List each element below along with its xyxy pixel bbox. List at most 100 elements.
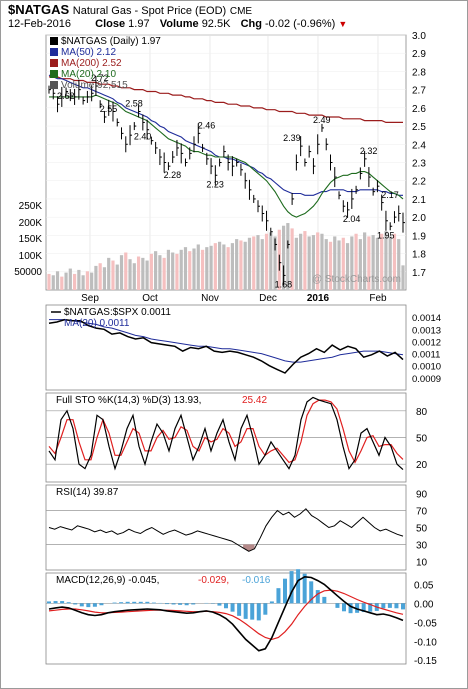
volume-bar-82 <box>397 239 401 290</box>
sto-legend-d: 25.42 <box>242 395 267 406</box>
volume-bar-2 <box>55 271 60 290</box>
volume-bar-36 <box>200 249 205 290</box>
volume-bar-79 <box>384 231 388 290</box>
volume-tick-label-2: 150K <box>19 234 43 245</box>
x-tick-label-0: Sep <box>81 293 99 304</box>
macd-histogram-bar-54 <box>401 603 405 610</box>
macd-histogram-bar-22 <box>191 603 196 605</box>
ratio-ma20-line <box>49 319 404 363</box>
macd-histogram-bar-16 <box>151 602 156 604</box>
volume-bar-62 <box>311 235 316 290</box>
volume-label: Volume <box>159 18 199 30</box>
volume-bar-78 <box>380 233 384 290</box>
price-tick-label-10: 2.0 <box>412 213 426 224</box>
macd-histogram-bar-20 <box>178 603 183 605</box>
sto-k-line <box>48 396 404 471</box>
volume-value: 92.5K <box>201 18 231 30</box>
volume-bar-30 <box>175 253 179 290</box>
macd-histogram-bar-44 <box>335 603 340 608</box>
macd-tick-label-4: -0.15 <box>414 656 437 667</box>
volume-bar-68 <box>337 240 341 290</box>
volume-tick-label-4: 50000 <box>14 267 42 278</box>
price-tick-label-2: 2.8 <box>412 67 426 78</box>
rsi-tick-label-3: 30 <box>416 541 428 552</box>
legend-swatch-0 <box>50 37 58 45</box>
close-value: 1.97 <box>128 18 150 30</box>
volume-bar-50 <box>260 239 264 290</box>
volume-bar-46 <box>243 241 247 290</box>
price-tick-label-1: 2.9 <box>412 49 426 60</box>
ratio-tick-label-4: 0.0010 <box>412 362 441 373</box>
macd-histogram-bar-29 <box>237 603 242 616</box>
chart-header: $NATGAS Natural Gas - Spot Price (EOD) C… <box>8 2 252 17</box>
macd-histogram-bar-2 <box>60 601 65 604</box>
close-label: Close <box>95 18 126 30</box>
volume-bar-22 <box>141 257 145 290</box>
macd-histogram-bar-39 <box>302 573 307 604</box>
volume-bar-7 <box>77 269 81 290</box>
volume-bar-39 <box>213 243 217 290</box>
price-tick-label-4: 2.6 <box>412 104 426 115</box>
volume-bar-45 <box>239 240 243 290</box>
rsi-tick-label-4: 10 <box>416 558 428 569</box>
panel-4-frame <box>45 484 407 571</box>
price-tick-label-9: 2.1 <box>412 195 426 206</box>
x-tick-label-3: Dec <box>259 293 277 304</box>
volume-bar-55 <box>281 225 286 290</box>
volume-bar-26 <box>158 255 162 290</box>
volume-bar-44 <box>235 239 239 290</box>
volume-bar-53 <box>273 236 277 290</box>
macd-histogram-bar-47 <box>355 603 360 613</box>
volume-bar-29 <box>171 252 175 290</box>
sto-tick-label-2: 20 <box>416 460 428 471</box>
macd-histogram-bar-37 <box>289 571 294 604</box>
price-tick-label-8: 2.2 <box>412 177 426 188</box>
price-annotation-0: 2.62 <box>57 91 75 101</box>
volume-bar-42 <box>226 247 230 290</box>
sto-legend-k: Full STO %K(14,3) %D(3) 13.93, <box>56 395 201 406</box>
volume-bar-3 <box>60 276 64 290</box>
price-legend-3: MA(20) 2.10 <box>61 69 116 80</box>
rsi-line <box>48 508 404 552</box>
ratio-tick-label-3: 0.0011 <box>412 350 440 361</box>
macd-tick-label-0: 0.05 <box>414 580 434 591</box>
volume-bar-80 <box>388 236 392 290</box>
x-tick-label-5: Feb <box>369 293 387 304</box>
instrument-name: Natural Gas - Spot Price (EOD) <box>72 5 227 17</box>
rsi-tick-label-2: 50 <box>416 524 428 535</box>
rsi-tick-label-1: 70 <box>416 507 428 518</box>
macd-histogram-bar-28 <box>230 603 235 612</box>
macd-histogram-bar-35 <box>276 588 281 604</box>
exchange: CME <box>229 6 253 17</box>
volume-bar-33 <box>188 251 192 290</box>
x-tick-label-4: 2016 <box>307 293 330 304</box>
volume-bar-35 <box>196 244 200 290</box>
volume-bar-70 <box>345 243 350 290</box>
volume-bar-13 <box>102 267 107 290</box>
price-annotation-4: 2.40 <box>134 131 152 141</box>
price-annotation-7: 2.23 <box>206 179 224 189</box>
volume-bar-20 <box>132 263 136 290</box>
volume-bar-60 <box>303 231 307 290</box>
volume-bar-27 <box>162 257 166 290</box>
volume-bar-41 <box>222 244 226 290</box>
symbol: $NATGAS <box>8 2 70 17</box>
ratio-tick-label-0: 0.0014 <box>412 313 441 324</box>
down-arrow-icon: ▼ <box>338 19 348 29</box>
volume-bar-69 <box>341 237 345 290</box>
macd-histogram-bar-52 <box>387 603 392 608</box>
volume-bar-47 <box>247 237 252 290</box>
price-tick-label-7: 2.3 <box>412 159 426 170</box>
volume-bar-58 <box>294 237 298 290</box>
volume-bar-65 <box>324 239 328 290</box>
macd-histogram-bar-41 <box>315 590 320 604</box>
volume-bar-23 <box>145 260 149 290</box>
volume-bar-1 <box>51 275 55 290</box>
volume-bar-77 <box>375 237 380 290</box>
macd-histogram-bar-15 <box>145 601 150 604</box>
volume-bar-76 <box>371 235 375 290</box>
price-annotation-2: 2.55 <box>100 104 118 114</box>
volume-bar-5 <box>68 268 72 290</box>
price-annotation-3: 2.58 <box>125 99 143 109</box>
volume-bar-74 <box>363 232 367 290</box>
